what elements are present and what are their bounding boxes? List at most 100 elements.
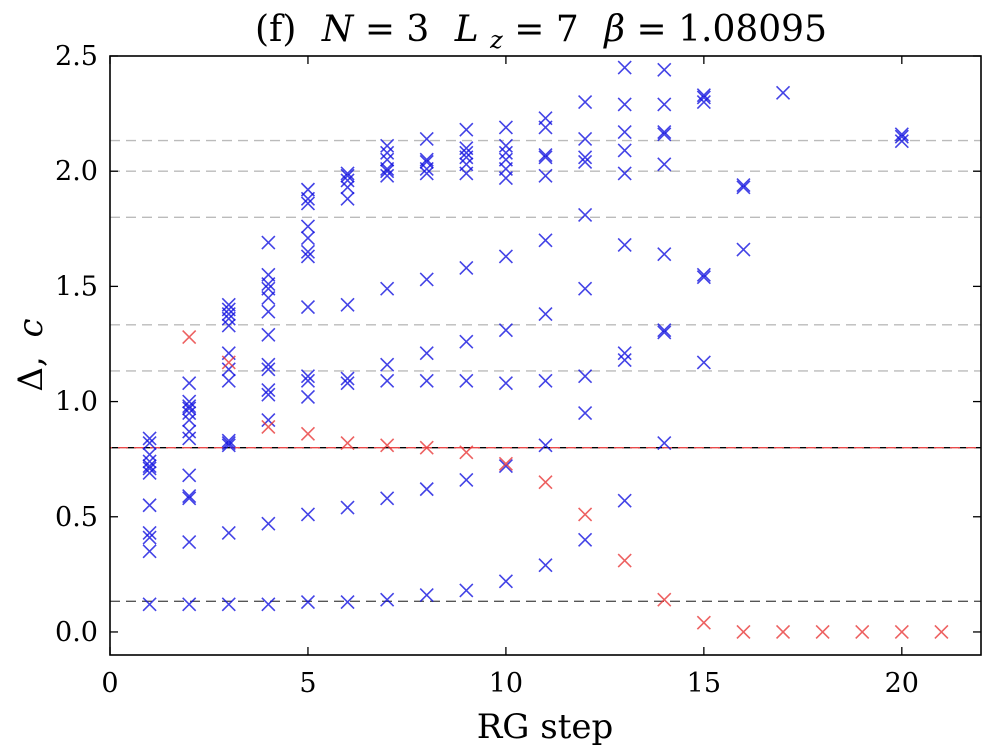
data-point-delta [419,346,434,361]
data-point-delta [696,90,711,105]
data-point-delta [578,95,593,110]
data-point-c [617,553,632,568]
data-point-delta [459,583,474,598]
data-point-c [340,435,355,451]
data-point-delta [538,111,553,126]
data-point-delta [142,459,157,474]
data-point-delta [894,127,909,142]
data-point-delta [538,168,553,183]
y-tick-label: 0.0 [55,617,98,648]
data-point-delta [182,597,197,612]
data-point-c [657,592,672,607]
data-point-delta [538,150,553,165]
data-point-delta [300,389,316,405]
data-point-delta [340,180,355,195]
data-point-delta [261,357,276,372]
data-point-delta [419,152,434,167]
data-point-delta [657,97,672,112]
data-point-delta [696,355,711,370]
data-point-delta [221,597,236,612]
data-point-delta [182,412,197,428]
data-point-delta [498,323,513,338]
chart-title: (f) N = 3 L z = 7 β = 1.08095 [255,9,827,57]
data-point-c [380,438,395,453]
data-point-delta [221,435,236,451]
data-point-delta [894,129,909,144]
data-point-delta [182,401,197,416]
data-point-delta [617,143,632,158]
data-point-delta [578,369,593,384]
data-point-delta [380,145,395,160]
data-point-delta [182,406,197,421]
data-point-delta [300,369,316,384]
data-point-delta [221,373,236,388]
data-point-c [696,615,711,630]
data-point-delta [657,157,672,172]
data-point-delta [538,373,553,388]
data-point-delta [459,373,474,388]
data-point-delta [221,318,236,333]
data-point-delta [221,438,236,453]
data-point-delta [261,362,276,377]
title-label: (f) [255,9,296,50]
data-point-delta [142,544,157,559]
data-point-delta [300,196,316,211]
data-point-delta [261,382,276,398]
data-point-c [775,624,791,640]
data-point-delta [736,242,751,257]
data-point-delta [498,138,513,153]
data-point-delta [182,431,197,446]
data-point-delta [696,267,711,282]
data-point-delta [380,168,395,183]
data-point-delta [221,525,236,540]
data-point-delta [696,95,711,110]
data-point-delta [142,525,157,540]
data-point-delta [459,472,474,487]
data-point-delta [380,138,395,153]
data-point-delta [300,507,316,522]
data-point-delta [142,461,157,476]
x-tick-label: 10 [489,668,523,699]
data-point-delta [498,120,513,135]
data-point-delta [261,597,276,612]
data-point-delta [617,60,632,75]
data-point-delta [142,597,157,612]
data-point-delta [498,145,513,160]
data-point-delta [300,594,316,610]
data-point-delta [182,468,197,483]
data-point-delta [657,62,672,77]
data-point-delta [182,491,197,506]
title-l-value: = 7 [514,9,579,50]
data-point-c [736,624,751,640]
data-point-c [221,355,236,370]
data-point-c [419,440,434,455]
data-point-delta [300,249,316,264]
data-point-delta [221,302,236,317]
data-point-delta [300,244,316,259]
data-point-delta [142,454,157,469]
data-point-c [538,475,553,490]
data-point-delta [696,88,711,103]
data-point-delta [578,154,593,170]
data-point-delta [261,412,276,428]
data-point-delta [300,182,316,197]
data-point-delta [340,168,355,183]
data-point-delta [142,530,157,545]
data-point-delta [617,237,632,252]
data-point-delta [578,532,593,547]
data-point-c [182,330,197,345]
data-point-delta [498,376,513,391]
data-point-delta [736,177,751,193]
y-tick-label: 1.0 [55,387,98,418]
data-point-delta [775,85,791,100]
data-point-delta [182,394,197,409]
data-point-delta [578,150,593,165]
data-point-c [300,426,316,441]
data-point-delta [419,166,434,181]
data-point-delta [578,281,593,296]
data-point-c [459,445,474,460]
data-point-delta [182,424,197,439]
y-tick-label: 2.0 [55,156,98,187]
y-axis-title-c: c [11,318,51,337]
